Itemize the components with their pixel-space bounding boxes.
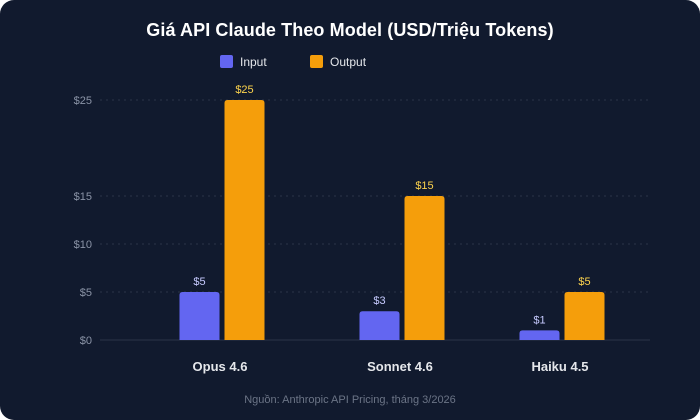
data-label: $5 <box>193 276 205 288</box>
y-tick-label: $5 <box>80 287 92 299</box>
legend-swatch-input <box>220 55 233 68</box>
x-category-label: Opus 4.6 <box>193 359 248 374</box>
bar-input <box>359 311 400 340</box>
legend-swatch-output <box>310 55 323 68</box>
y-tick-label: $25 <box>74 95 92 107</box>
bar-input <box>179 292 220 340</box>
data-label: $1 <box>533 314 545 326</box>
data-label: $15 <box>415 180 433 192</box>
bar-output <box>224 100 265 340</box>
data-label: $3 <box>373 295 385 307</box>
bar-input <box>519 330 560 340</box>
y-tick-label: $15 <box>74 191 92 203</box>
data-label: $5 <box>578 276 590 288</box>
legend-label-input: Input <box>240 55 267 69</box>
y-tick-label: $0 <box>80 335 92 347</box>
y-tick-label: $10 <box>74 239 92 251</box>
chart-title: Giá API Claude Theo Model (USD/Triệu Tok… <box>146 20 554 40</box>
legend-label-output: Output <box>330 55 367 69</box>
source-note: Nguồn: Anthropic API Pricing, tháng 3/20… <box>244 394 456 406</box>
data-label: $25 <box>235 84 253 96</box>
bar-output <box>564 292 605 340</box>
x-category-label: Haiku 4.5 <box>531 359 588 374</box>
x-category-label: Sonnet 4.6 <box>367 359 433 374</box>
bar-output <box>404 196 445 340</box>
